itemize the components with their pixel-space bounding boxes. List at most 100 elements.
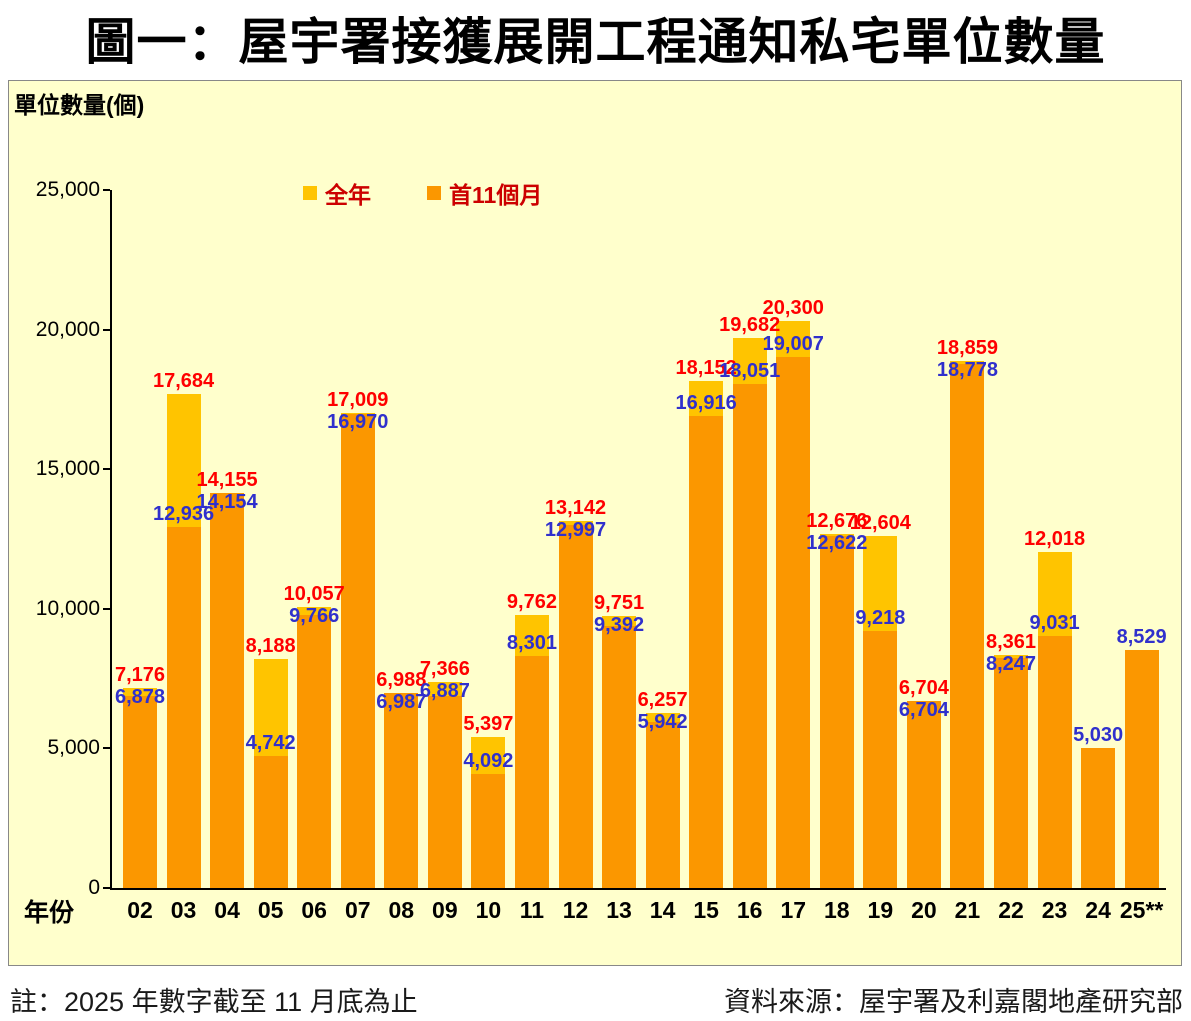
legend: 全年 首11個月 <box>303 176 542 210</box>
legend-item-full-year: 全年 <box>303 176 371 210</box>
data-label-first-11-months: 6,704 <box>898 698 949 721</box>
x-axis-tick-label: 14 <box>649 897 676 923</box>
data-label-first-11-months: 5,030 <box>1073 723 1124 746</box>
data-label-first-11-months: 6,887 <box>419 680 470 703</box>
x-axis-tick-label: 10 <box>475 897 502 923</box>
footnote: 註：2025 年數字截至 11 月底為止 <box>10 987 418 1017</box>
y-axis-tick-label: 15,000 <box>35 457 100 481</box>
data-label-first-11-months: 8,247 <box>985 652 1037 675</box>
bar-first-11-months <box>645 722 680 888</box>
data-label-full-year: 8,188 <box>245 635 296 658</box>
x-axis-tick-label: 13 <box>606 897 632 923</box>
bar-first-11-months <box>994 657 1028 888</box>
data-label-first-11-months: 16,970 <box>327 411 389 434</box>
bar-first-11-months <box>732 384 767 888</box>
y-axis-tick <box>103 887 110 889</box>
x-axis-tick-label: 08 <box>388 897 415 923</box>
x-axis-tick-label: 04 <box>214 897 240 923</box>
bar-first-11-months <box>427 695 462 888</box>
legend-label-full-year: 全年 <box>325 182 371 208</box>
bar-first-11-months <box>558 525 593 888</box>
plot-background <box>8 80 1182 966</box>
data-label-full-year: 7,366 <box>419 658 470 681</box>
x-axis-tick-label: 23 <box>1041 897 1068 923</box>
x-axis-tick-label: 15 <box>693 897 719 923</box>
bar-first-11-months <box>863 630 898 888</box>
x-axis-tick-label: 17 <box>780 897 807 923</box>
x-axis-tick-label: 06 <box>301 897 327 923</box>
x-axis-tick-label: 18 <box>824 897 850 923</box>
data-label-full-year: 9,751 <box>594 591 645 614</box>
x-axis-tick-label: 19 <box>867 897 894 923</box>
bar-first-11-months <box>1037 635 1072 888</box>
data-label-full-year: 6,704 <box>898 676 949 699</box>
bar-first-11-months <box>471 773 506 888</box>
x-axis-tick-label: 11 <box>519 897 545 923</box>
y-axis-tick-label: 5,000 <box>47 736 100 760</box>
x-axis-tick-label: 02 <box>127 897 153 923</box>
bar-first-11-months <box>689 415 724 888</box>
data-label-first-11-months: 9,031 <box>1029 611 1080 634</box>
data-label-first-11-months: 9,218 <box>855 606 906 629</box>
x-axis-tick-label: 16 <box>736 897 763 923</box>
data-label-first-11-months: 9,766 <box>289 605 340 628</box>
data-label-first-11-months: 16,916 <box>675 391 737 414</box>
data-label-full-year: 12,604 <box>849 512 911 535</box>
bar-first-11-months <box>253 755 288 888</box>
bar-first-11-months <box>123 695 157 888</box>
bar-first-11-months <box>1124 649 1159 888</box>
x-axis-line <box>110 888 1166 890</box>
data-label-first-11-months: 12,622 <box>806 532 868 555</box>
bar-first-11-months <box>819 535 854 888</box>
bar-first-11-months <box>340 414 375 888</box>
bar-first-11-months <box>1081 747 1116 888</box>
legend-label-first-11-months: 首11個月 <box>449 182 543 208</box>
legend-item-first-11-months: 首11個月 <box>427 176 542 210</box>
data-label-first-11-months: 8,529 <box>1116 625 1167 648</box>
chart-title: 圖一：屋宇署接獲展開工程通知私宅單位數量 <box>85 14 1106 70</box>
data-label-full-year: 14,155 <box>196 468 258 491</box>
data-label-full-year: 9,762 <box>506 591 557 614</box>
y-axis-tick-label: 20,000 <box>35 317 100 341</box>
data-label-full-year: 19,682 <box>719 314 781 337</box>
data-label-full-year: 17,684 <box>152 370 215 393</box>
x-axis-tick-label: 20 <box>911 897 937 923</box>
bar-first-11-months <box>384 692 419 888</box>
data-label-first-11-months: 6,878 <box>114 685 166 708</box>
data-label-full-year: 12,676 <box>806 510 868 533</box>
data-label-first-11-months: 12,997 <box>544 519 607 542</box>
data-label-first-11-months: 18,051 <box>719 360 781 383</box>
data-label-first-11-months: 8,301 <box>506 632 557 655</box>
legend-swatch-full-year-icon <box>303 186 317 200</box>
data-label-first-11-months: 6,987 <box>376 690 427 713</box>
y-axis-title: 單位數量(個) <box>14 92 145 118</box>
x-axis-tick-label: 22 <box>998 897 1024 923</box>
x-axis-tick-label: 12 <box>562 897 589 923</box>
x-axis-title: 年份 <box>24 899 75 927</box>
x-axis-tick-label: 03 <box>170 897 197 923</box>
data-label-full-year: 10,057 <box>283 583 345 606</box>
data-label-full-year: 18,152 <box>675 357 737 380</box>
y-axis-tick-label: 25,000 <box>35 178 100 201</box>
data-label-full-year: 6,988 <box>376 668 427 691</box>
y-axis-tick <box>103 607 110 610</box>
y-axis-tick <box>103 189 110 191</box>
data-label-full-year: 6,257 <box>637 689 688 712</box>
y-axis-line <box>110 190 112 888</box>
bar-first-11-months <box>776 357 811 888</box>
data-label-full-year: 12,018 <box>1023 528 1086 551</box>
bar-first-11-months <box>297 615 332 888</box>
x-axis-tick-label: 24 <box>1085 897 1111 923</box>
bar-first-11-months <box>602 625 637 888</box>
y-axis-tick <box>103 468 110 471</box>
data-label-full-year: 7,176 <box>114 663 166 686</box>
bar-first-11-months <box>210 492 245 888</box>
bar-first-11-months <box>166 526 201 888</box>
bar-first-11-months <box>906 700 941 888</box>
data-label-first-11-months: 4,742 <box>245 731 296 754</box>
data-label-full-year: 5,397 <box>463 713 514 736</box>
y-axis-tick <box>103 747 110 750</box>
data-label-full-year: 17,009 <box>327 389 389 412</box>
bar-first-11-months <box>514 656 549 888</box>
